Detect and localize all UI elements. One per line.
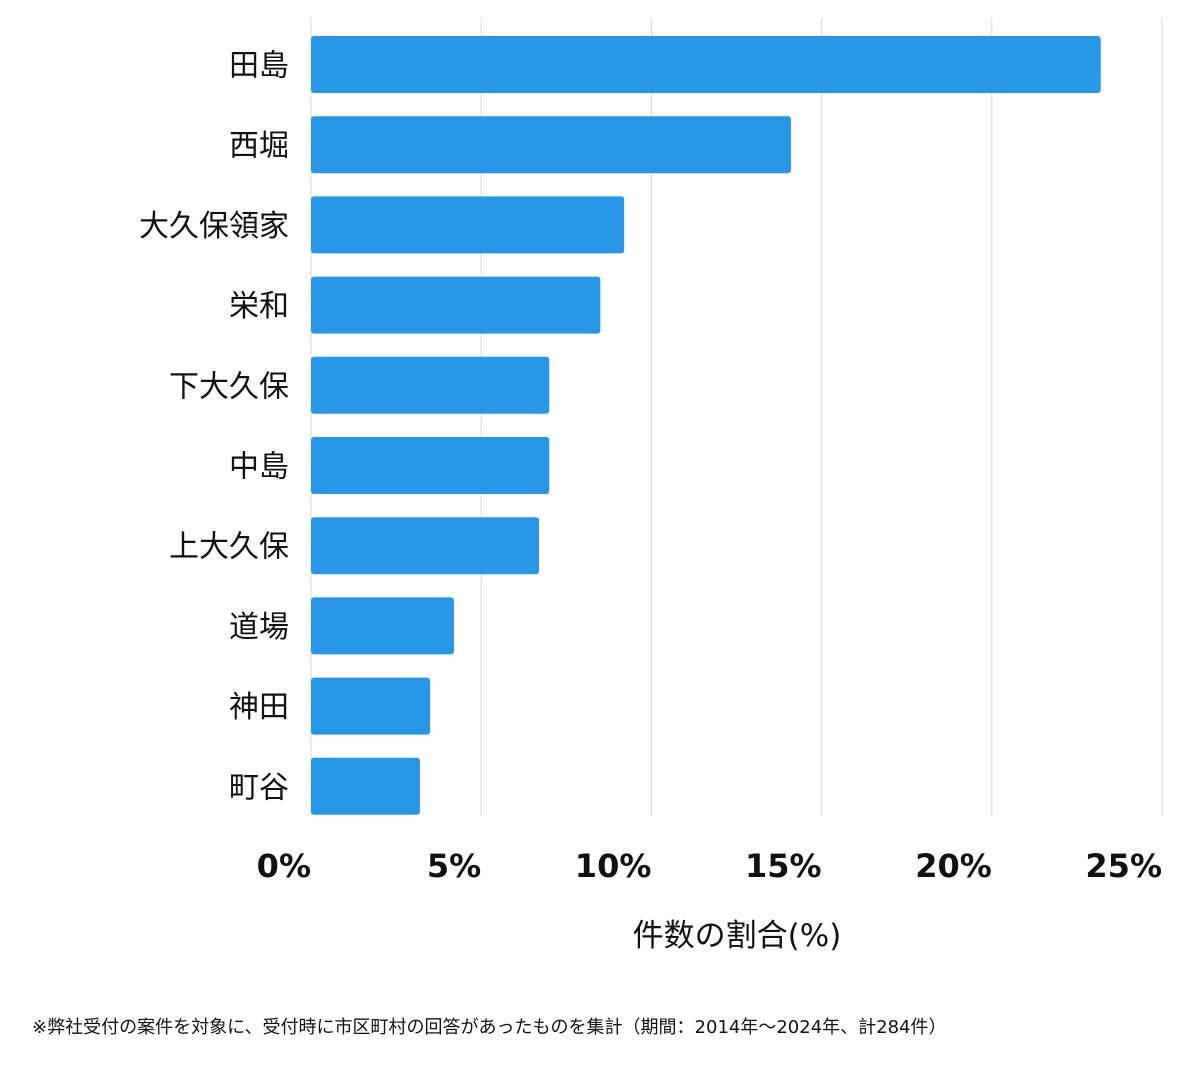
category-label-9: 神田 xyxy=(229,690,289,725)
bar-1 xyxy=(311,36,1101,93)
bars xyxy=(311,36,1101,815)
bar-4 xyxy=(311,276,601,334)
x-tick-label-15: 15% xyxy=(745,847,822,885)
bar-7 xyxy=(311,517,540,575)
category-label-10: 町谷 xyxy=(229,770,289,805)
x-tick-label-0: 0% xyxy=(257,847,311,885)
bar-10 xyxy=(311,757,420,815)
bar-6 xyxy=(311,437,550,494)
x-tick-label-25: 25% xyxy=(1085,847,1162,885)
x-tick-label-5: 5% xyxy=(427,847,481,885)
x-tick-labels: 0% 5% 10% 15% 20% 25% xyxy=(257,847,1162,885)
x-axis-title: 件数の割合(%) xyxy=(633,918,842,954)
x-tick-label-20: 20% xyxy=(915,847,992,885)
bar-9 xyxy=(311,677,431,735)
bar-5 xyxy=(311,356,550,414)
x-tick-label-10: 10% xyxy=(575,847,652,885)
category-label-4: 栄和 xyxy=(229,289,289,324)
footnote: ※弊社受付の案件を対象に、受付時に市区町村の回答があったものを集計（期間：201… xyxy=(32,1017,947,1038)
category-label-3: 大久保領家 xyxy=(139,209,289,244)
category-label-2: 西堀 xyxy=(229,129,289,164)
category-label-5: 下大久保 xyxy=(169,369,289,404)
category-label-1: 田島 xyxy=(229,49,289,84)
category-label-6: 中島 xyxy=(229,450,289,485)
bar-3 xyxy=(311,196,625,254)
category-label-8: 道場 xyxy=(229,610,289,645)
bar-2 xyxy=(311,116,791,174)
bar-8 xyxy=(311,597,454,655)
category-label-7: 上大久保 xyxy=(169,530,289,565)
